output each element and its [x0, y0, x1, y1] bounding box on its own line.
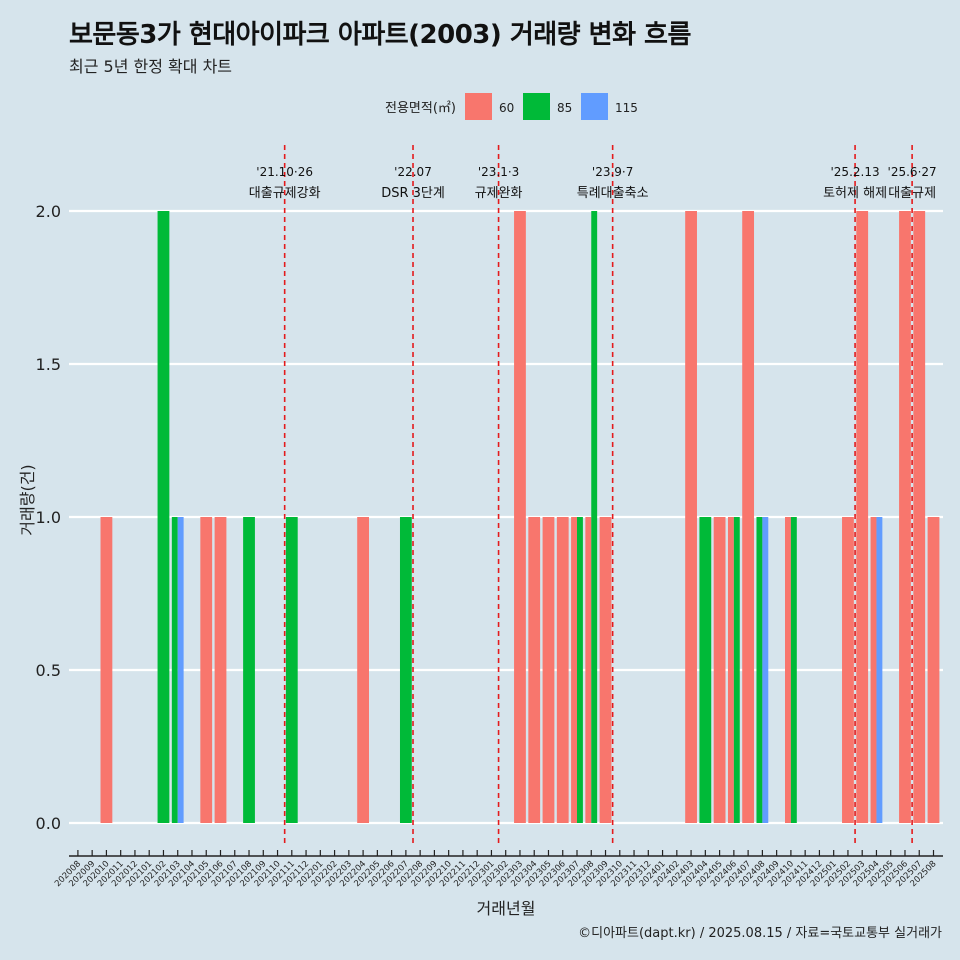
annotation-label: 규제완화: [475, 186, 523, 201]
x-axis-title: 거래년월: [477, 899, 536, 918]
bar-60-202204: [357, 517, 369, 823]
y-tick-label: 1.0: [36, 508, 61, 527]
bar-60-202010: [100, 517, 113, 823]
y-tick-label: 0.5: [36, 661, 61, 680]
legend-label-115: 115: [615, 101, 638, 115]
legend-swatch-115: [581, 93, 608, 120]
legend-label-85: 85: [557, 101, 572, 115]
bar-85-202404: [699, 517, 712, 823]
annotation-date: '22.07: [394, 165, 432, 179]
bar-60-202307: [571, 517, 577, 823]
bar-115-202103: [177, 517, 184, 823]
bar-60-202309: [599, 517, 612, 823]
bar-115-202408: [762, 517, 769, 823]
bar-60-202503: [856, 211, 869, 823]
chart-title: 보문동3가 현대아이파크 아파트(2003) 거래량 변화 흐름: [69, 20, 691, 50]
annotation-date: '25.6·27: [888, 165, 937, 179]
annotation-date: '21.10·26: [256, 165, 313, 179]
bar-85-202408: [756, 517, 763, 823]
annotation-label: DSR 3단계: [381, 186, 445, 201]
bar-85-202207: [399, 517, 412, 823]
bar-85-202307: [577, 517, 583, 823]
legend-swatch-85: [523, 93, 550, 120]
annotation-label: 특례대출축소: [577, 186, 649, 201]
bar-60-202308: [585, 517, 592, 823]
bar-60-202502: [842, 517, 854, 823]
bar-60-202105: [200, 517, 213, 823]
bar-60-202410: [785, 517, 791, 823]
annotation-label: 대출규제강화: [249, 186, 321, 201]
bar-85-202406: [733, 517, 740, 823]
annotation-label: 토허제 해제: [823, 186, 887, 201]
bar-60-202406: [727, 517, 734, 823]
y-tick-label: 0.0: [36, 814, 61, 833]
bar-60-202405: [713, 517, 726, 823]
y-axis-title: 거래량(건): [18, 464, 37, 535]
annotation-date: '23.1·3: [478, 165, 519, 179]
bar-60-202305: [542, 517, 555, 823]
bar-85-202111: [285, 517, 298, 823]
bar-85-202308: [591, 211, 598, 823]
annotation-label: 대출규제: [888, 186, 936, 201]
bar-60-202504: [870, 517, 877, 823]
bar-85-202108: [243, 517, 255, 823]
bar-85-202102: [157, 211, 170, 823]
bar-60-202303: [514, 211, 526, 823]
bar-60-202407: [742, 211, 755, 823]
bar-60-202106: [214, 517, 227, 823]
annotation-date: '23.9·7: [592, 165, 633, 179]
bar-60-202304: [528, 517, 541, 823]
bar-85-202103: [171, 517, 178, 823]
bar-115-202504: [876, 517, 883, 823]
bar-60-202506: [899, 211, 911, 823]
chart-caption: ©디아파트(dapt.kr) / 2025.08.15 / 자료=국토교통부 실…: [578, 926, 942, 941]
y-tick-label: 1.5: [36, 355, 61, 374]
annotation-date: '25.2.13: [831, 165, 880, 179]
legend-label-60: 60: [499, 101, 514, 115]
y-tick-label: 2.0: [36, 202, 61, 221]
legend-title: 전용면적(㎡): [385, 101, 456, 116]
legend-swatch-60: [465, 93, 492, 120]
bar-60-202508: [927, 517, 940, 823]
chart-subtitle: 최근 5년 한정 확대 차트: [69, 57, 233, 76]
bar-60-202306: [556, 517, 569, 823]
bar-85-202410: [790, 517, 797, 823]
bar-60-202507: [913, 211, 926, 823]
bar-60-202403: [685, 211, 697, 823]
